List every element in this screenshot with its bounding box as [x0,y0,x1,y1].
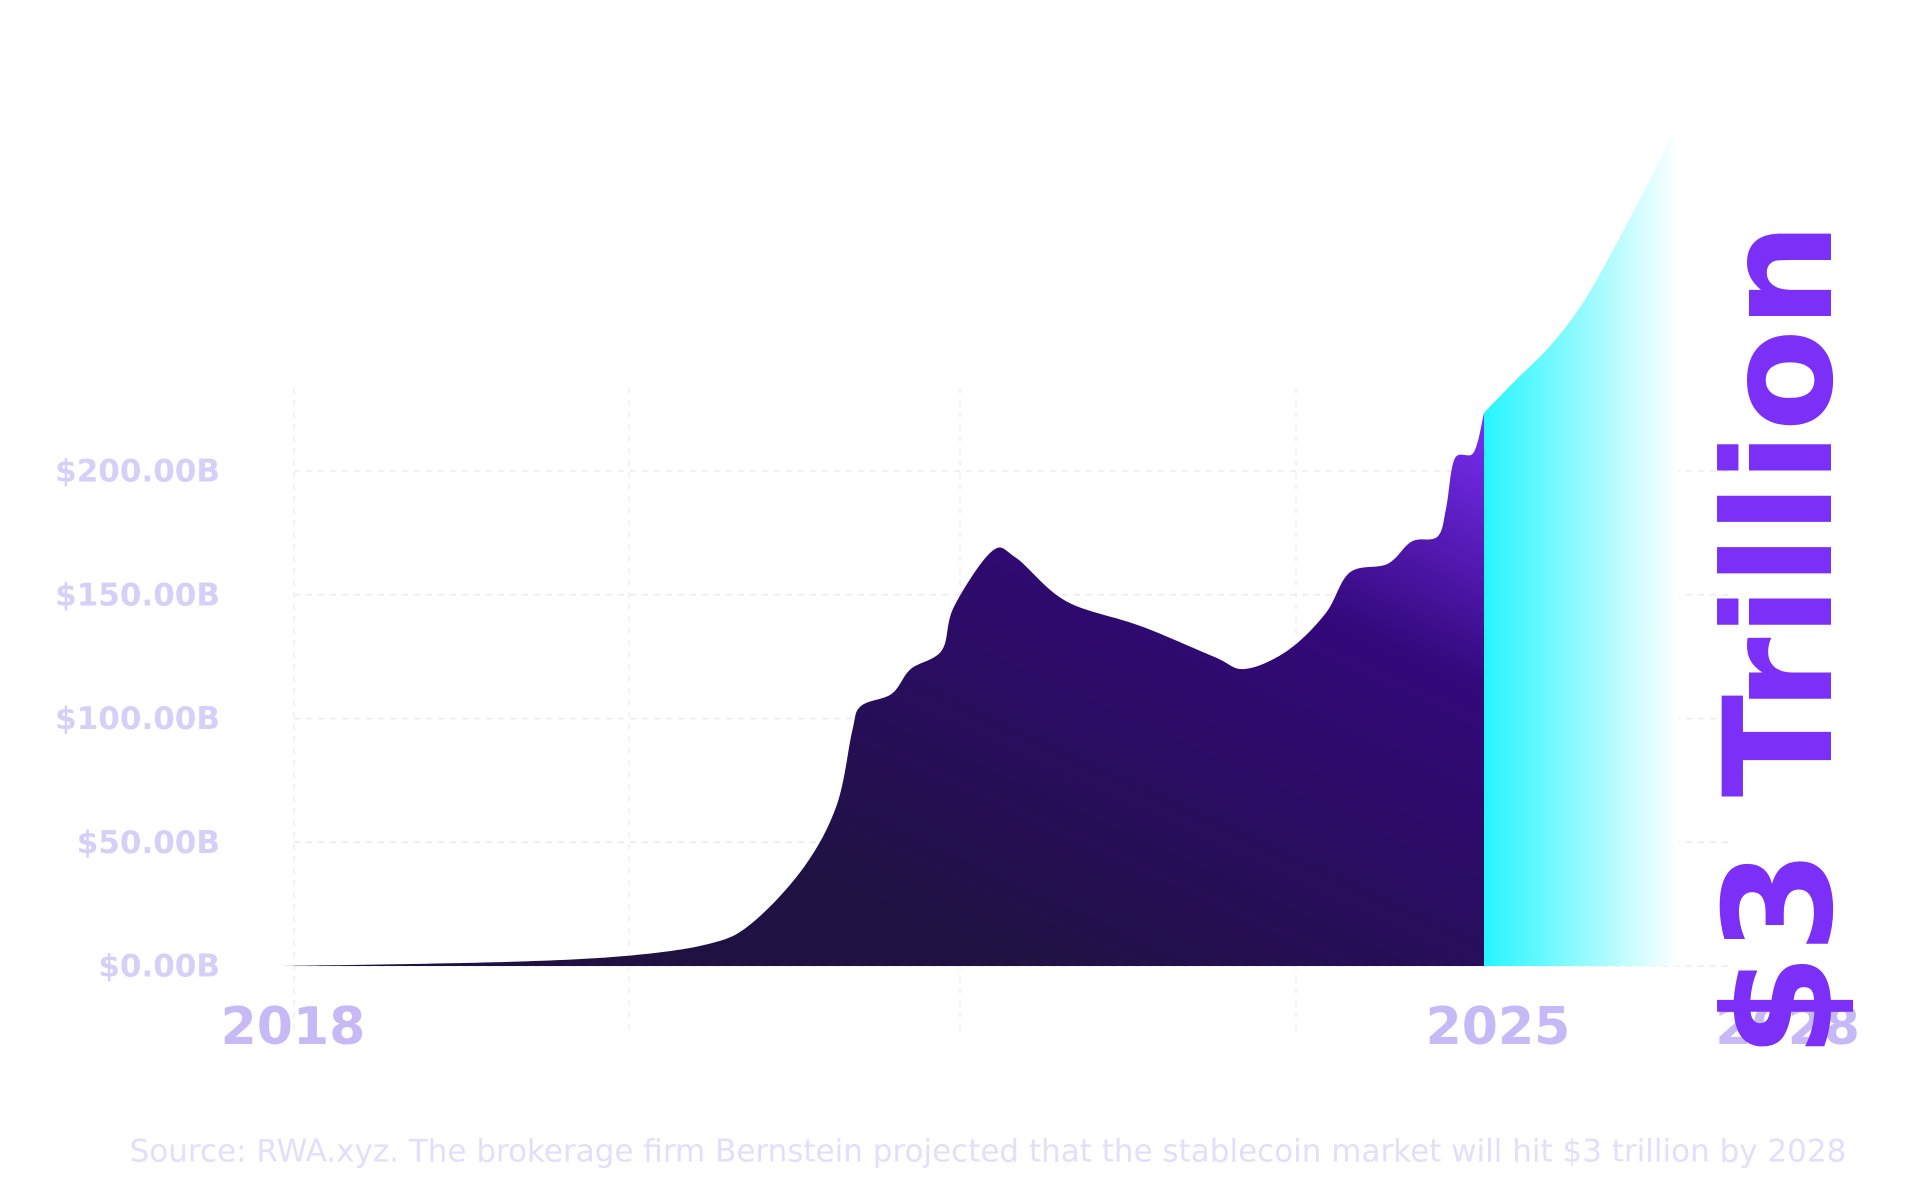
y-tick-label: $0.00B [98,949,220,985]
area [1484,119,1679,967]
x-tick-label: 2028 [1715,997,1860,1057]
source-note: Source: RWA.xyz. The brokerage firm Bern… [130,1134,1847,1170]
x-tick-label: 2018 [221,997,366,1057]
annotation: $3 Trillion [1693,222,1867,1058]
y-tick-label: $50.00B [77,825,220,861]
x-tick-label: 2025 [1426,997,1571,1057]
area [279,412,1484,966]
y-tick-label: $200.00B [55,454,220,490]
y-tick-label: $150.00B [55,577,220,613]
y-tick-label: $100.00B [55,701,220,737]
